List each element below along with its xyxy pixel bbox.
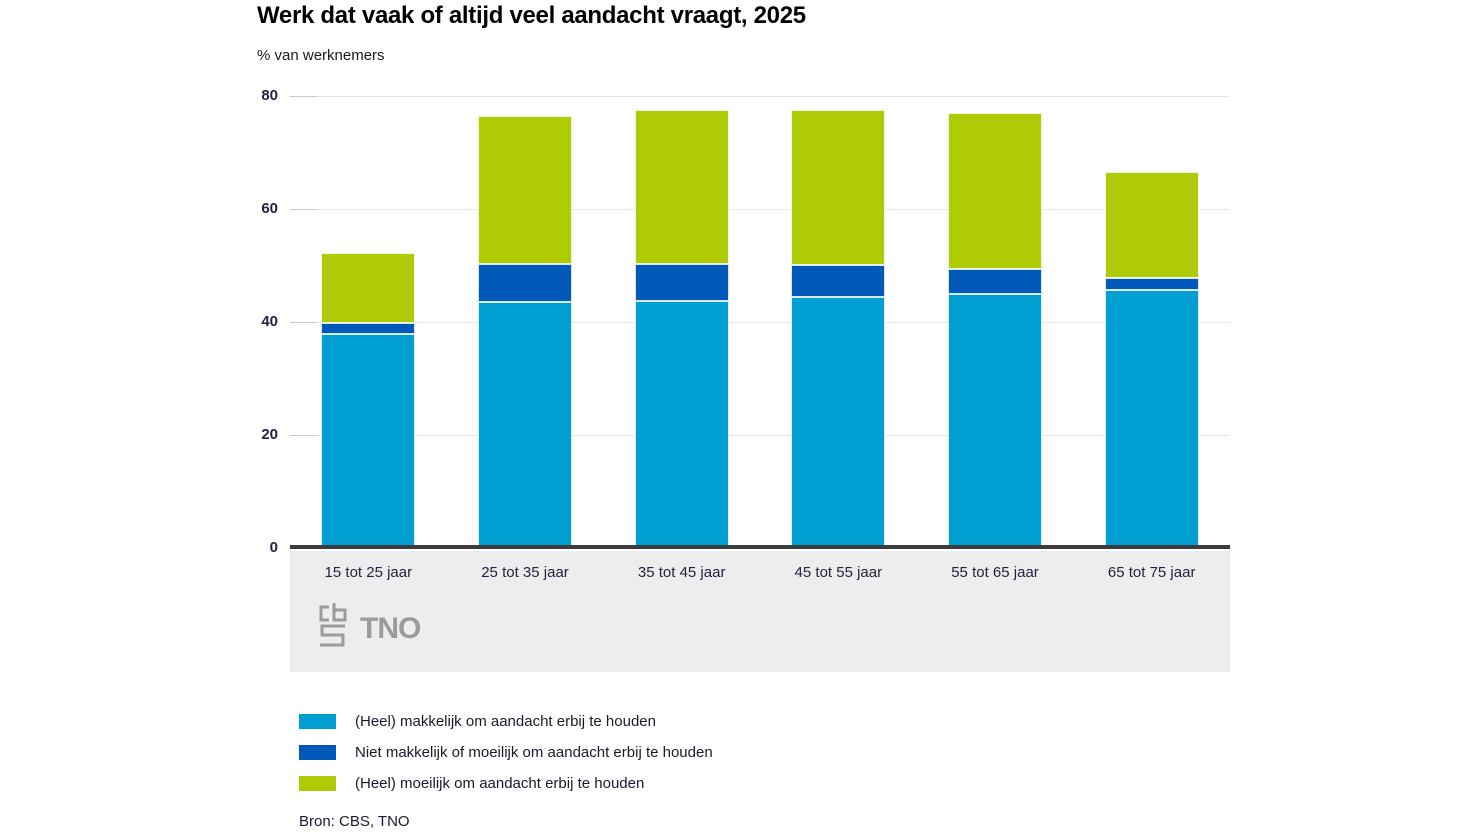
bar-segment bbox=[634, 109, 729, 265]
x-axis-labels: 15 tot 25 jaar 25 tot 35 jaar 35 tot 45 ja… bbox=[290, 551, 1230, 591]
y-tick-label-20: 20 bbox=[261, 426, 278, 443]
bar-segment bbox=[948, 294, 1042, 548]
x-tick-label: 15 tot 25 jaar bbox=[324, 564, 413, 581]
x-axis-line bbox=[290, 545, 1230, 549]
bar-segment bbox=[791, 109, 886, 265]
bar-segment bbox=[1104, 290, 1199, 548]
legend-item-niet-makkelijk-of-moeilijk: Niet makkelijk of moeilijk om aandacht e… bbox=[299, 737, 713, 768]
gridline-80 bbox=[290, 96, 1230, 97]
legend-label-makkelijk: (Heel) makkelijk om aandacht erbij te ho… bbox=[355, 713, 656, 730]
bar-segment bbox=[948, 269, 1042, 295]
y-tick-60 bbox=[290, 209, 316, 210]
tno-logo: TNO bbox=[360, 612, 421, 645]
y-axis-labels: 0 20 40 60 80 bbox=[228, 87, 278, 556]
bar-segment bbox=[948, 112, 1042, 270]
bar-segment bbox=[478, 115, 572, 265]
bar-segment bbox=[478, 301, 572, 548]
bar-segment bbox=[1104, 172, 1199, 278]
plot-area bbox=[290, 96, 1230, 548]
legend-swatch-green bbox=[299, 776, 336, 791]
y-tick-20 bbox=[290, 435, 316, 436]
bar-segment bbox=[478, 264, 572, 302]
y-tick-label-60: 60 bbox=[261, 200, 278, 217]
legend-label-niet-makkelijk-of-moeilijk: Niet makkelijk of moeilijk om aandacht e… bbox=[355, 744, 713, 761]
bar-segment bbox=[791, 297, 886, 548]
gridline-20 bbox=[290, 435, 1230, 436]
y-tick-40 bbox=[290, 322, 316, 323]
logo-area: TNO bbox=[290, 551, 1230, 672]
legend: (Heel) makkelijk om aandacht erbij te ho… bbox=[299, 706, 713, 799]
bar-segment bbox=[321, 253, 416, 324]
x-tick-label: 25 tot 35 jaar bbox=[481, 564, 569, 581]
bar-segment bbox=[1104, 277, 1199, 291]
bar-segment bbox=[321, 323, 416, 334]
bar-segment bbox=[791, 264, 886, 298]
bar-segment bbox=[321, 333, 416, 548]
chart-subtitle: % van werknemers bbox=[257, 47, 385, 64]
gridline-60 bbox=[290, 209, 1230, 210]
x-tick-label: 35 tot 45 jaar bbox=[637, 564, 726, 581]
legend-swatch-light-blue bbox=[299, 714, 336, 729]
y-tick-label-80: 80 bbox=[261, 87, 278, 104]
source-note: Bron: CBS, TNO bbox=[299, 813, 410, 830]
y-tick-label-0: 0 bbox=[269, 539, 278, 556]
chart-title: Werk dat vaak of altijd veel aandacht vr… bbox=[257, 2, 806, 29]
x-tick-label: 55 tot 65 jaar bbox=[951, 564, 1039, 581]
y-tick-label-40: 40 bbox=[261, 313, 278, 330]
x-tick-label: 65 tot 75 jaar bbox=[1107, 564, 1196, 581]
x-tick-label: 45 tot 55 jaar bbox=[794, 564, 883, 581]
bar-segment bbox=[634, 301, 729, 548]
x-axis-band: 15 tot 25 jaar 25 tot 35 jaar 35 tot 45 ja… bbox=[290, 551, 1230, 672]
legend-item-moeilijk: (Heel) moeilijk om aandacht erbij te hou… bbox=[299, 768, 713, 799]
legend-item-makkelijk: (Heel) makkelijk om aandacht erbij te ho… bbox=[299, 706, 713, 737]
legend-label-moeilijk: (Heel) moeilijk om aandacht erbij te hou… bbox=[355, 775, 645, 792]
legend-swatch-dark-blue bbox=[299, 745, 336, 760]
bar-segment bbox=[634, 264, 729, 302]
y-tick-80 bbox=[290, 96, 316, 97]
gridline-40 bbox=[290, 322, 1230, 323]
cbs-logo-icon bbox=[319, 603, 347, 647]
